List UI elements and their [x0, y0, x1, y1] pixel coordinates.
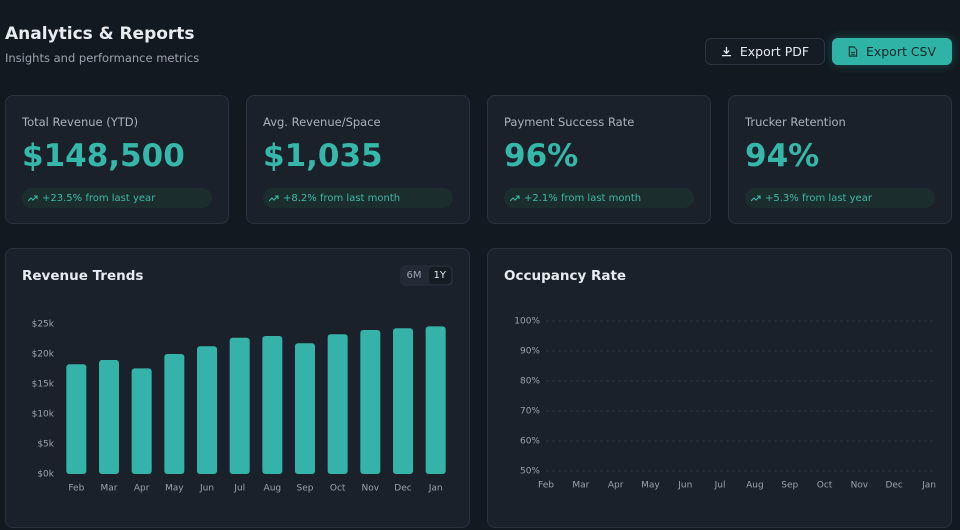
- kpi-value: 96%: [504, 138, 579, 174]
- bar: [66, 364, 87, 474]
- bar: [393, 328, 413, 474]
- x-tick-label: Dec: [394, 484, 411, 494]
- x-tick-label: Jul: [714, 481, 726, 491]
- kpi-label: Avg. Revenue/Space: [263, 115, 381, 129]
- kpi-change: +2.1% from last month: [504, 188, 694, 208]
- trend-icon: [510, 195, 520, 202]
- x-tick-label: Feb: [538, 481, 554, 491]
- bar: [131, 368, 152, 474]
- bar: [327, 334, 348, 474]
- y-tick-label: $20k: [32, 350, 55, 360]
- download-icon: [721, 46, 731, 57]
- x-tick-label: Sep: [781, 481, 798, 491]
- chart-panel: Occupancy Rate 50% 60% 70% 80% 90% 100% Feb Mar…: [487, 248, 952, 528]
- kpi-change-text: +2.1% from last month: [524, 192, 642, 204]
- button-label: Export PDF: [739, 44, 810, 59]
- kpi-card: Payment Success Rate 96% +2.1% from last m…: [487, 95, 711, 224]
- x-tick-label: Mar: [101, 484, 118, 494]
- y-tick-label: 100%: [514, 317, 540, 327]
- kpi-change: +23.5% from last year: [22, 188, 212, 208]
- y-tick-label: 80%: [520, 377, 540, 387]
- x-tick-label: Mar: [572, 481, 589, 491]
- page-title: Analytics & Reports: [5, 24, 195, 44]
- bar: [262, 336, 283, 474]
- kpi-card: Trucker Retention 94% +5.3% from last year: [728, 95, 952, 224]
- chart-title: Occupancy Rate: [504, 268, 627, 284]
- bar: [360, 330, 381, 474]
- x-tick-label: Apr: [134, 484, 150, 494]
- y-tick-label: 60%: [520, 437, 540, 447]
- toggle-option[interactable]: 1Y: [428, 267, 451, 284]
- kpi-card: Avg. Revenue/Space $1,035 +8.2% from last …: [246, 95, 470, 224]
- trend-icon: [28, 195, 38, 202]
- kpi-change-text: +5.3% from last year: [765, 192, 872, 204]
- x-tick-label: Aug: [746, 481, 764, 491]
- x-tick-label: Jun: [677, 481, 692, 491]
- kpi-card: Total Revenue (YTD) $148,500 +23.5% from l…: [5, 95, 229, 224]
- kpi-value: 94%: [745, 138, 820, 174]
- trend-icon: [751, 195, 761, 202]
- y-tick-label: $25k: [32, 320, 55, 330]
- export-pdf-button[interactable]: Export PDF: [705, 38, 825, 65]
- kpi-label: Total Revenue (YTD): [22, 115, 139, 129]
- kpi-label: Payment Success Rate: [504, 115, 635, 129]
- kpi-change-text: +23.5% from last year: [42, 192, 156, 204]
- x-tick-label: Nov: [362, 484, 380, 494]
- chart-title: Revenue Trends: [22, 268, 144, 284]
- y-tick-label: $5k: [37, 440, 54, 450]
- x-tick-label: Sep: [297, 484, 314, 494]
- x-tick-label: Jul: [233, 484, 245, 494]
- bar: [295, 343, 315, 474]
- kpi-label: Trucker Retention: [745, 115, 846, 129]
- trend-icon: [269, 195, 279, 202]
- y-tick-label: $15k: [32, 380, 55, 390]
- bar: [99, 360, 119, 474]
- toggle-option[interactable]: 6M: [406, 270, 422, 281]
- file-icon: [848, 46, 858, 57]
- bar: [164, 354, 185, 474]
- kpi-change-text: +8.2% from last month: [283, 192, 401, 204]
- x-tick-label: Aug: [264, 484, 282, 494]
- bar-chart: $0k $5k $10k $15k $20k $25k Feb Mar Apr May Jun Jul…: [32, 320, 446, 494]
- x-tick-label: May: [165, 484, 184, 494]
- button-label: Export CSV: [865, 44, 937, 59]
- kpi-value: $1,035: [263, 138, 383, 174]
- x-tick-label: May: [641, 481, 660, 491]
- page-subtitle: Insights and performance metrics: [5, 51, 200, 65]
- x-tick-label: Oct: [817, 481, 833, 491]
- kpi-value: $148,500: [22, 138, 185, 174]
- bar: [425, 326, 446, 474]
- export-csv-button[interactable]: Export CSV: [832, 38, 952, 65]
- x-tick-label: Jan: [921, 481, 936, 491]
- bar: [197, 346, 217, 474]
- x-tick-label: Dec: [885, 481, 902, 491]
- chart-panel: Revenue Trends 6M 1Y $0k $5k $10k $15k $20k $…: [5, 248, 470, 528]
- y-tick-label: 70%: [520, 407, 540, 417]
- y-tick-label: 90%: [520, 347, 540, 357]
- x-tick-label: Jun: [199, 484, 214, 494]
- x-tick-label: Nov: [851, 481, 869, 491]
- range-toggle: 6M 1Y: [399, 265, 453, 286]
- y-tick-label: $0k: [37, 470, 54, 480]
- line-chart: 50% 60% 70% 80% 90% 100% Feb Mar Apr May Jun Jul Aug…: [514, 317, 936, 491]
- bar: [229, 337, 250, 474]
- x-tick-label: Feb: [68, 484, 84, 494]
- x-tick-label: Apr: [608, 481, 624, 491]
- x-tick-label: Oct: [330, 484, 346, 494]
- y-tick-label: $10k: [32, 410, 55, 420]
- y-tick-label: 50%: [520, 467, 540, 477]
- kpi-change: +8.2% from last month: [263, 188, 453, 208]
- kpi-change: +5.3% from last year: [745, 188, 935, 208]
- x-tick-label: Jan: [428, 484, 443, 494]
